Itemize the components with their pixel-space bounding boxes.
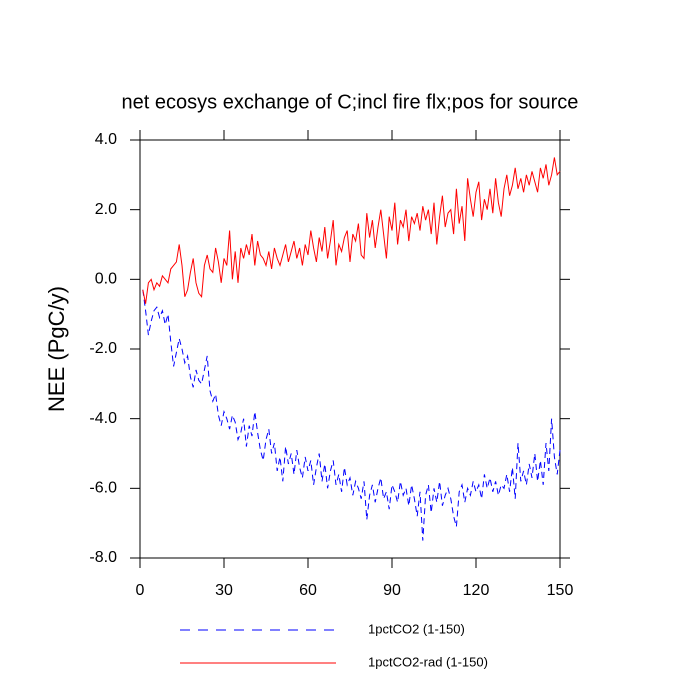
y-tick-label: 2.0 [95,201,117,218]
y-tick-label: -2.0 [89,340,117,357]
x-tick-label: 90 [383,582,401,599]
x-tick-label: 120 [463,582,490,599]
y-tick-label: -4.0 [89,410,117,427]
chart-title: net ecosys exchange of C;incl fire flx;p… [122,91,579,113]
y-axis-label: NEE (PgC/y) [44,286,69,412]
legend-label: 1pctCO2-rad (1-150) [368,654,488,669]
x-tick-label: 150 [547,582,574,599]
y-tick-label: 0.0 [95,271,117,288]
legend-label: 1pctCO2 (1-150) [368,621,465,636]
y-tick-label: -8.0 [89,549,117,566]
x-tick-label: 60 [299,582,317,599]
x-tick-label: 0 [136,582,145,599]
series-line [142,157,561,304]
y-tick-label: -6.0 [89,480,117,497]
plot-frame [139,139,561,559]
x-tick-label: 30 [215,582,233,599]
series-line [142,289,561,541]
y-tick-label: 4.0 [95,131,117,148]
